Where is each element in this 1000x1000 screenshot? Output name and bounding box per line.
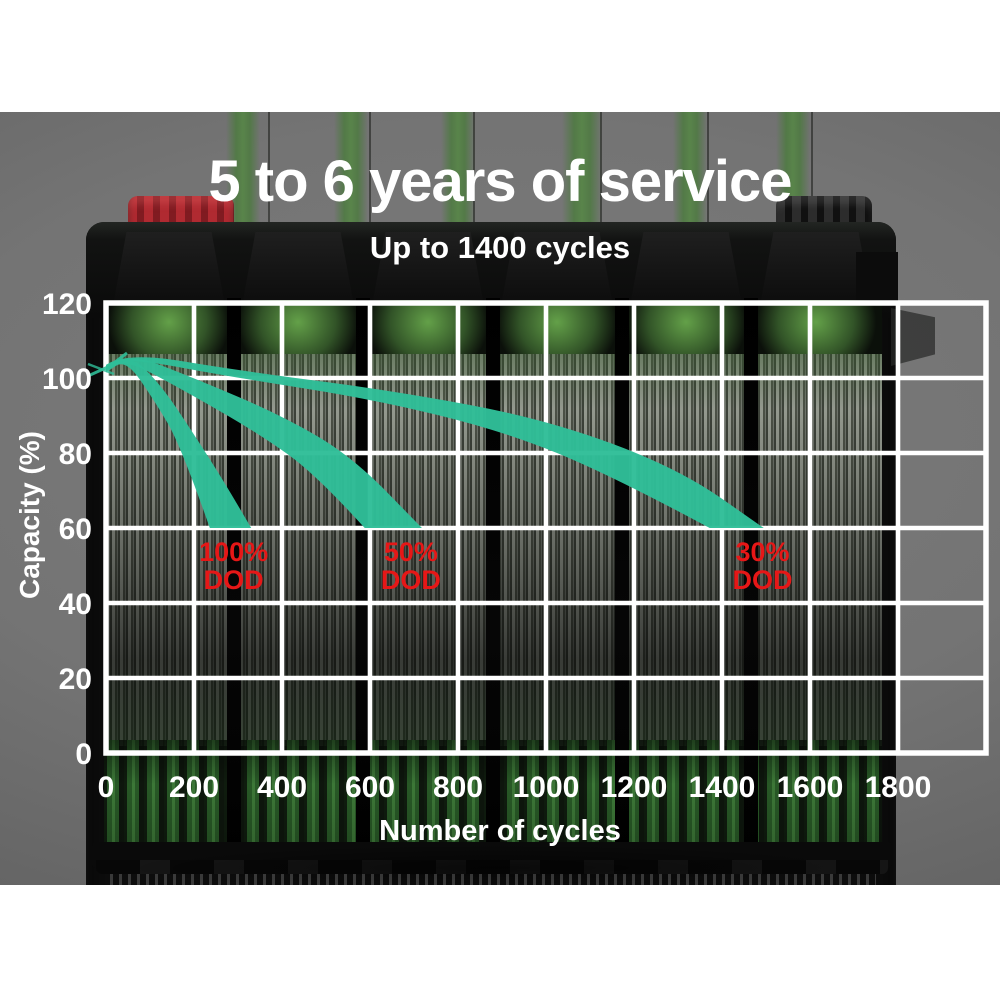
x-tick-label: 400 (257, 771, 307, 804)
battery-photo (0, 112, 1000, 885)
chart-subtitle: Up to 1400 cycles (369, 230, 631, 265)
x-tick-label: 600 (345, 771, 395, 804)
x-tick-label: 0 (98, 771, 115, 804)
x-tick-label: 200 (169, 771, 219, 804)
x-tick-label: 1800 (865, 771, 932, 804)
cell-divider (615, 298, 629, 858)
capacity-band-50dod (106, 358, 422, 528)
dod-label-100dod: 100% DOD (199, 536, 269, 595)
wire-line (600, 112, 602, 257)
wire-line (473, 112, 475, 257)
chart-title: 5 to 6 years of service (208, 149, 792, 214)
y-tick-label: 0 (75, 738, 92, 771)
y-tick-label: 20 (59, 663, 92, 696)
y-tick-label: 60 (59, 513, 92, 546)
x-axis-title: Number of cycles (379, 815, 621, 847)
y-tick-label: 120 (42, 288, 92, 321)
x-tick-label: 1000 (513, 771, 580, 804)
wire-line (707, 112, 709, 257)
dod-label-30dod: 30% DOD (732, 536, 793, 595)
x-tick-label: 1600 (777, 771, 844, 804)
y-axis-title: Capacity (%) (14, 430, 45, 600)
y-tick-label: 100 (42, 363, 92, 396)
battery-cap (242, 232, 354, 306)
plot-border (103, 300, 989, 756)
cell-divider (356, 298, 370, 858)
band-origin-line (87, 362, 115, 376)
wire-line (268, 112, 270, 257)
y-tick-label: 40 (59, 588, 92, 621)
x-tick-label: 1200 (601, 771, 668, 804)
cell-divider (486, 298, 500, 858)
dod-label-50dod: 50% DOD (380, 536, 441, 595)
battery-cap (630, 232, 742, 306)
battery-cap (113, 232, 225, 306)
floor-reflection (110, 874, 876, 885)
wire-line (811, 112, 813, 257)
battery-cap (501, 232, 613, 306)
y-tick-label: 80 (59, 438, 92, 471)
battery-cap (760, 232, 872, 306)
capacity-band-100dod (106, 359, 252, 528)
cell-divider (227, 298, 241, 858)
x-tick-label: 1400 (689, 771, 756, 804)
floor-shadow (30, 838, 966, 885)
x-tick-label: 800 (433, 771, 483, 804)
cell-divider (744, 298, 758, 858)
battery-corner-step (856, 252, 898, 308)
capacity-band-30dod (106, 357, 764, 528)
battery-cap (372, 232, 484, 306)
wire-line (369, 112, 371, 257)
